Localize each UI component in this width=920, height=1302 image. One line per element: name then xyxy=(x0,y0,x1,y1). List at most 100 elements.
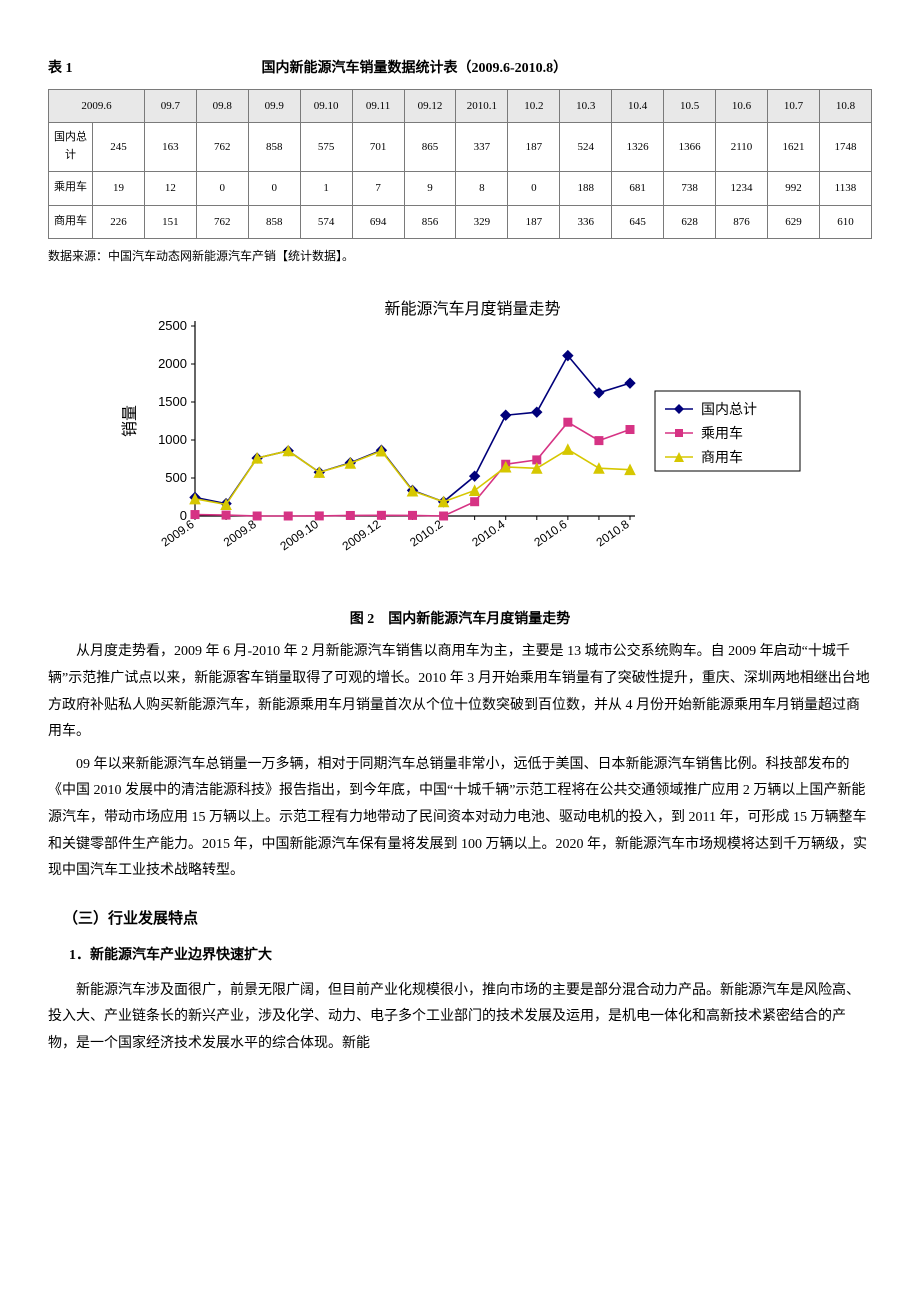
svg-text:2010.4: 2010.4 xyxy=(469,517,507,550)
table-cell: 992 xyxy=(767,171,819,205)
body-paragraph: 09 年以来新能源汽车总销量一万多辆，相对于同期汽车总销量非常小，远低于美国、日… xyxy=(48,752,872,885)
table-cell: 628 xyxy=(664,205,716,239)
table-cell: 610 xyxy=(819,205,871,239)
sales-trend-chart: 新能源汽车月度销量走势销量050010001500200025002009.62… xyxy=(100,296,820,586)
chart-container: 新能源汽车月度销量走势销量050010001500200025002009.62… xyxy=(100,296,820,597)
svg-text:1000: 1000 xyxy=(158,432,187,447)
svg-text:2009.10: 2009.10 xyxy=(277,517,321,554)
table-cell: 856 xyxy=(404,205,456,239)
table-cell: 1748 xyxy=(819,123,871,171)
table-row: 乘用车1912001798018868173812349921138 xyxy=(49,171,872,205)
table-header-row: 2009.609.709.809.909.1009.1109.122010.11… xyxy=(49,89,872,123)
table-cell: 1326 xyxy=(612,123,664,171)
table-cell: 1138 xyxy=(819,171,871,205)
table-cell: 2110 xyxy=(716,123,768,171)
svg-text:2010.2: 2010.2 xyxy=(407,517,445,550)
svg-text:乘用车: 乘用车 xyxy=(701,425,743,441)
table-header-cell: 09.8 xyxy=(196,89,248,123)
subsection-body: 新能源汽车涉及面很广，前景无限广阔，但目前产业化规模很小，推向市场的主要是部分混… xyxy=(48,978,872,1058)
section-heading: （三）行业发展特点 xyxy=(48,905,872,934)
table-header-cell: 10.3 xyxy=(560,89,612,123)
svg-text:2000: 2000 xyxy=(158,356,187,371)
subsection-paragraph: 新能源汽车涉及面很广，前景无限广阔，但目前产业化规模很小，推向市场的主要是部分混… xyxy=(48,978,872,1058)
table-row: 国内总计245163762858575701865337187524132613… xyxy=(49,123,872,171)
table-cell: 762 xyxy=(196,205,248,239)
table-header-cell: 2010.1 xyxy=(456,89,508,123)
table-cell: 1366 xyxy=(664,123,716,171)
table-cell: 0 xyxy=(248,171,300,205)
table-cell: 575 xyxy=(300,123,352,171)
table-cell: 226 xyxy=(93,205,145,239)
table-cell: 336 xyxy=(560,205,612,239)
table-row-label: 乘用车 xyxy=(49,171,93,205)
svg-text:2010.8: 2010.8 xyxy=(594,517,632,550)
table-cell: 574 xyxy=(300,205,352,239)
table-cell: 738 xyxy=(664,171,716,205)
table-header-cell: 09.11 xyxy=(352,89,404,123)
table-row-label: 国内总计 xyxy=(49,123,93,171)
table-header-cell: 09.12 xyxy=(404,89,456,123)
table-cell: 694 xyxy=(352,205,404,239)
body-paragraph: 从月度走势看，2009 年 6 月-2010 年 2 月新能源汽车销售以商用车为… xyxy=(48,639,872,745)
body-text: 从月度走势看，2009 年 6 月-2010 年 2 月新能源汽车销售以商用车为… xyxy=(48,639,872,884)
table-cell: 858 xyxy=(248,205,300,239)
chart-caption: 图 2 国内新能源汽车月度销量走势 xyxy=(48,607,872,634)
table-cell: 876 xyxy=(716,205,768,239)
table-row-label: 商用车 xyxy=(49,205,93,239)
svg-text:2010.6: 2010.6 xyxy=(531,517,569,550)
table-caption-title: 国内新能源汽车销量数据统计表（2009.6-2010.8） xyxy=(262,56,568,83)
table-header-cell: 2009.6 xyxy=(49,89,145,123)
table-cell: 337 xyxy=(456,123,508,171)
table-cell: 9 xyxy=(404,171,456,205)
table-cell: 645 xyxy=(612,205,664,239)
table-cell: 1621 xyxy=(767,123,819,171)
table-header-cell: 10.4 xyxy=(612,89,664,123)
svg-text:新能源汽车月度销量走势: 新能源汽车月度销量走势 xyxy=(384,300,560,318)
svg-text:国内总计: 国内总计 xyxy=(701,401,757,417)
table-cell: 329 xyxy=(456,205,508,239)
table-cell: 701 xyxy=(352,123,404,171)
table-cell: 0 xyxy=(508,171,560,205)
table-cell: 187 xyxy=(508,205,560,239)
table-header-cell: 10.2 xyxy=(508,89,560,123)
table-cell: 187 xyxy=(508,123,560,171)
table-header-cell: 10.5 xyxy=(664,89,716,123)
table-cell: 8 xyxy=(456,171,508,205)
subsection-heading: 1．新能源汽车产业边界快速扩大 xyxy=(48,943,872,970)
svg-text:商用车: 商用车 xyxy=(701,449,743,465)
table-cell: 524 xyxy=(560,123,612,171)
table-cell: 151 xyxy=(144,205,196,239)
table-header-cell: 10.8 xyxy=(819,89,871,123)
svg-text:销量: 销量 xyxy=(121,405,139,437)
table-cell: 19 xyxy=(93,171,145,205)
table-cell: 681 xyxy=(612,171,664,205)
table-cell: 1 xyxy=(300,171,352,205)
sales-table: 2009.609.709.809.909.1009.1109.122010.11… xyxy=(48,89,872,240)
table-source-note: 数据来源：中国汽车动态网新能源汽车产销【统计数据】。 xyxy=(48,245,872,268)
table-cell: 7 xyxy=(352,171,404,205)
table-cell: 0 xyxy=(196,171,248,205)
table-cell: 865 xyxy=(404,123,456,171)
svg-text:2500: 2500 xyxy=(158,318,187,333)
table-header-cell: 10.6 xyxy=(716,89,768,123)
table-row: 商用车2261517628585746948563291873366456288… xyxy=(49,205,872,239)
table-header-cell: 09.10 xyxy=(300,89,352,123)
table-cell: 188 xyxy=(560,171,612,205)
svg-text:2009.12: 2009.12 xyxy=(340,517,384,554)
svg-text:1500: 1500 xyxy=(158,394,187,409)
table-cell: 629 xyxy=(767,205,819,239)
table-cell: 762 xyxy=(196,123,248,171)
table-header-cell: 10.7 xyxy=(767,89,819,123)
table-cell: 12 xyxy=(144,171,196,205)
table-cell: 163 xyxy=(144,123,196,171)
svg-text:2009.8: 2009.8 xyxy=(221,517,259,550)
table-caption: 表 1 国内新能源汽车销量数据统计表（2009.6-2010.8） xyxy=(48,56,872,83)
svg-text:500: 500 xyxy=(165,470,187,485)
table-header-cell: 09.9 xyxy=(248,89,300,123)
table-cell: 245 xyxy=(93,123,145,171)
table-cell: 1234 xyxy=(716,171,768,205)
table-header-cell: 09.7 xyxy=(144,89,196,123)
svg-text:2009.6: 2009.6 xyxy=(159,517,197,550)
table-caption-label: 表 1 xyxy=(48,56,148,83)
table-cell: 858 xyxy=(248,123,300,171)
